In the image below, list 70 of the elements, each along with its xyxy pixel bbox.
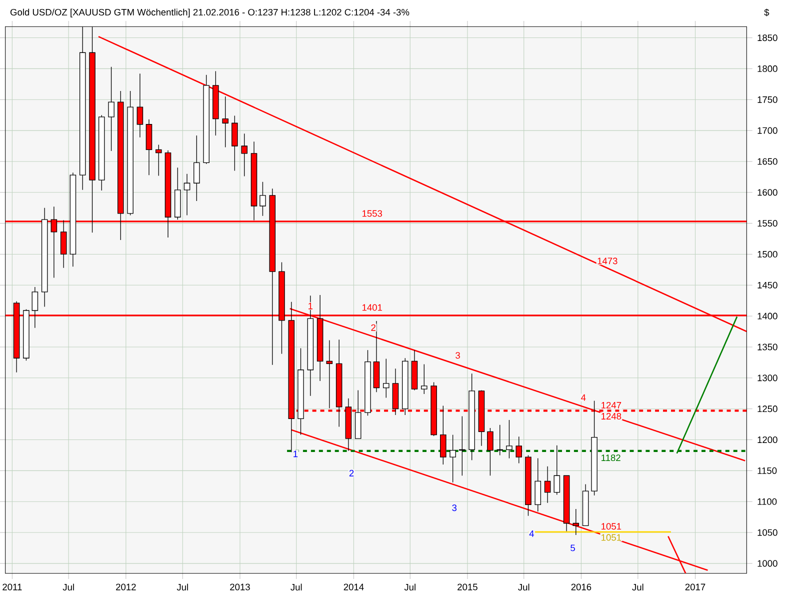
x-tick-label: 2015 xyxy=(458,584,478,590)
y-tick-label: 1050 xyxy=(758,529,778,536)
y-tick-label: 1250 xyxy=(758,406,778,412)
x-tick-label: Jul xyxy=(290,584,302,591)
x-tick-label: Jul xyxy=(62,584,74,591)
candlestick xyxy=(146,119,152,176)
annotation: 4 xyxy=(529,530,534,537)
candlestick xyxy=(136,73,144,138)
candlestick xyxy=(450,434,456,483)
y-tick-label: 1450 xyxy=(758,282,778,288)
candlestick xyxy=(212,70,219,136)
y-tick-label: 1500 xyxy=(758,250,778,258)
ref-line-label: 1401 xyxy=(362,304,382,311)
x-tick-label: 2013 xyxy=(230,584,250,590)
candlestick xyxy=(411,350,418,391)
candlestick xyxy=(32,286,38,328)
annotation: 2 xyxy=(371,324,376,331)
y-tick-label: 1700 xyxy=(758,127,778,134)
candlestick xyxy=(184,174,190,216)
candlestick xyxy=(572,508,580,536)
annotation: 3 xyxy=(452,504,457,512)
candlestick xyxy=(70,172,76,267)
x-tick-label: 2012 xyxy=(116,584,136,590)
y-tick-label: 1850 xyxy=(758,34,778,42)
y-tick-label: 1600 xyxy=(758,189,778,196)
candlestick xyxy=(298,348,304,436)
x-tick-label: 2016 xyxy=(571,584,592,590)
x-tick-label: Jul xyxy=(404,584,416,591)
y-tick-label: 1650 xyxy=(758,158,778,165)
annotation: 5 xyxy=(570,544,575,552)
annotation: 1248 xyxy=(602,412,622,420)
x-tick-label: Jul xyxy=(632,584,644,591)
y-tick-label: 1200 xyxy=(758,436,778,444)
x-tick-label: 2017 xyxy=(685,584,706,590)
candlestick xyxy=(222,96,228,148)
y-tick-label: 1150 xyxy=(758,467,777,474)
y-tick-label: 1750 xyxy=(758,96,778,103)
annotation: 3 xyxy=(456,352,460,359)
y-tick-label: 1000 xyxy=(758,560,778,567)
annotation: 1 xyxy=(308,302,313,310)
x-tick-label: 2014 xyxy=(344,584,364,590)
y-tick-label: 1800 xyxy=(758,65,778,72)
annotation: 1051 xyxy=(602,534,622,541)
annotation: 1 xyxy=(294,450,298,458)
chart-title: Gold USD/OZ [XAUUSD GTM Wöchentlich] 21.02.2016 - O:1237 H:1238 L:1202 C:1204 -34 -3% xyxy=(10,8,410,18)
y-tick-label: 1550 xyxy=(758,220,778,227)
y-tick-label: 1300 xyxy=(758,374,778,382)
annotation: 1473 xyxy=(598,258,618,264)
candlestick xyxy=(468,373,475,460)
candlestick xyxy=(544,466,551,504)
annotation: 1051 xyxy=(602,523,622,530)
candlestick xyxy=(373,320,380,392)
candlestick xyxy=(41,208,48,308)
candlestick xyxy=(194,135,200,202)
annotation: 2 xyxy=(349,470,354,476)
candlestick xyxy=(108,66,114,152)
y-tick-label: 1400 xyxy=(758,312,778,320)
x-tick-label: Jul xyxy=(176,584,188,591)
ref-line-label: 1553 xyxy=(362,210,382,217)
candlestick xyxy=(260,182,266,216)
candlestick xyxy=(241,133,248,177)
annotation: 1247 xyxy=(602,402,622,408)
annotation: 1182 xyxy=(602,454,620,462)
candlestick xyxy=(382,358,390,398)
annotation: 4 xyxy=(581,394,586,401)
x-tick-label: 2011 xyxy=(2,584,22,590)
x-tick-label: Jul xyxy=(518,584,530,591)
y-tick-label: 1350 xyxy=(758,344,778,350)
y-axis-title: $ xyxy=(764,8,770,16)
y-tick-label: 1100 xyxy=(758,498,777,505)
